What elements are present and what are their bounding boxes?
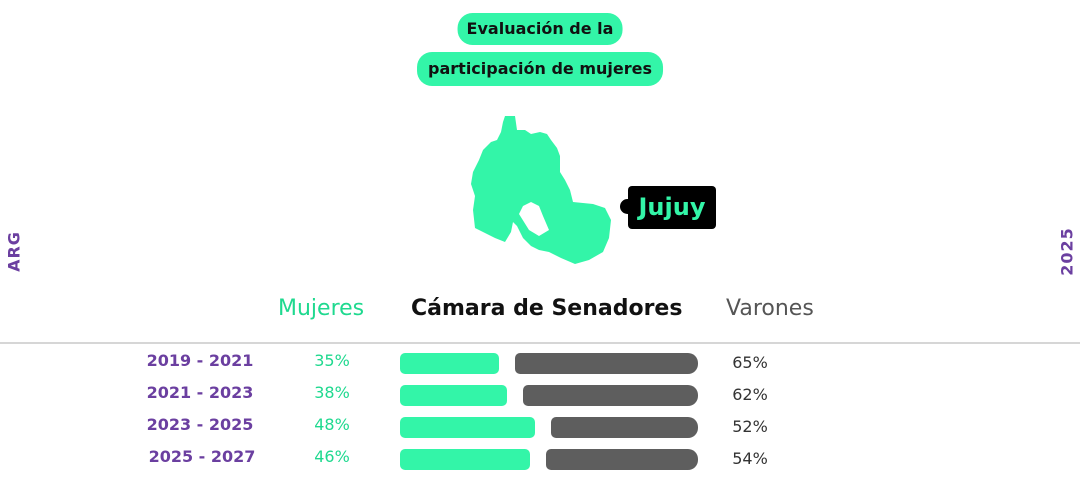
legend-women: Mujeres: [278, 296, 365, 321]
women-percent-label: 48%: [314, 415, 350, 434]
women-percent-label: 38%: [314, 383, 350, 402]
men-percent-label: 52%: [732, 417, 768, 436]
divider-line: [0, 342, 1080, 344]
jujuy-province-map-icon: [471, 116, 611, 264]
women-bar: [400, 417, 536, 438]
title-line-1: Evaluación de la: [457, 13, 623, 45]
title-line-2: participación de mujeres: [417, 52, 663, 86]
period-label: 2021 - 2023: [146, 383, 254, 402]
men-bar: [523, 385, 698, 406]
period-label: 2019 - 2021: [146, 351, 254, 370]
region-tag: Jujuy: [628, 186, 716, 229]
men-bar: [514, 353, 698, 374]
men-percent-label: 62%: [732, 385, 768, 404]
legend-men: Varones: [726, 296, 814, 321]
men-percent-label: 54%: [732, 449, 768, 468]
jujuy-province-shape: [471, 116, 611, 264]
women-percent-label: 35%: [314, 351, 350, 370]
period-label: 2023 - 2025: [146, 415, 254, 434]
men-bar: [545, 449, 698, 470]
map-inner-cutout: [519, 202, 549, 236]
women-bar: [400, 353, 499, 374]
chart-title: Cámara de Senadores: [411, 296, 683, 321]
women-bar: [400, 449, 530, 470]
women-bar: [400, 385, 508, 406]
men-bar: [551, 417, 698, 438]
women-percent-label: 46%: [314, 447, 350, 466]
men-percent-label: 65%: [732, 353, 768, 372]
period-label: 2025 - 2027: [148, 447, 256, 466]
